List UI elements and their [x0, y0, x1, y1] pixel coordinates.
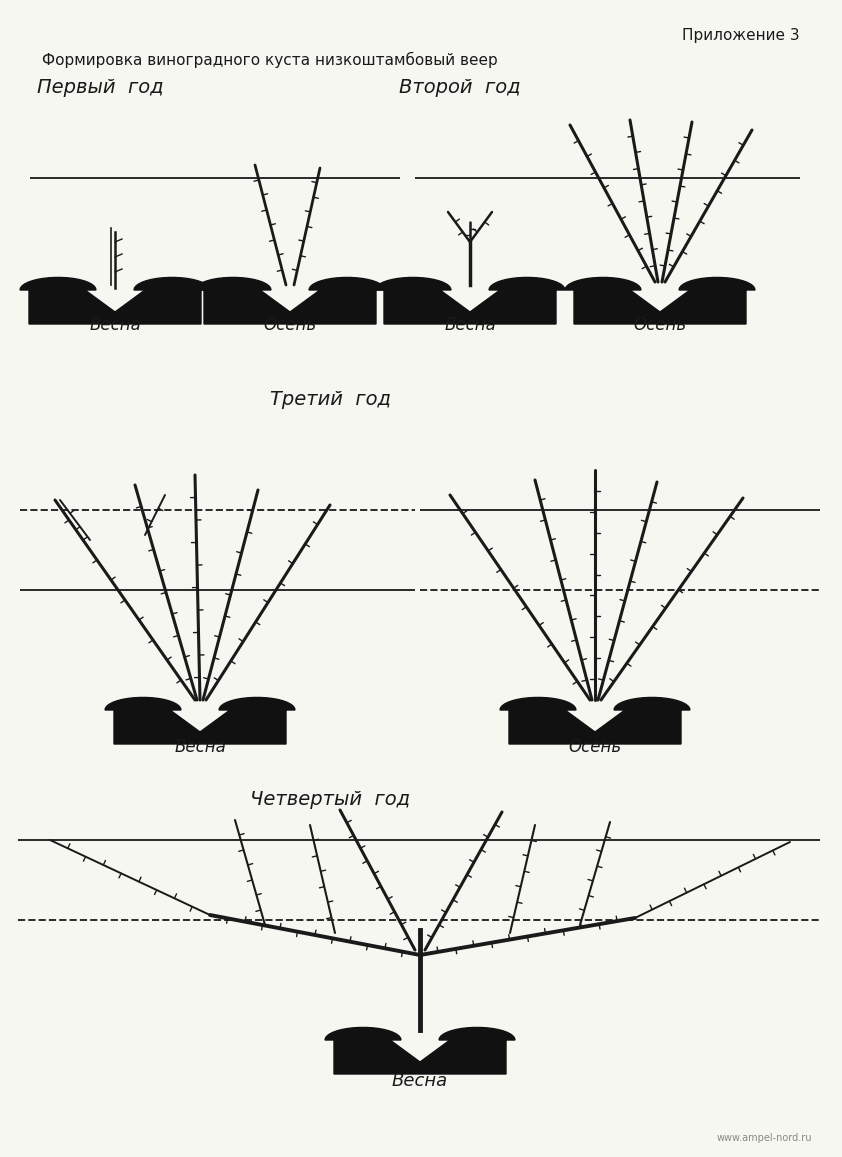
Text: Весна: Весна [392, 1073, 448, 1090]
Polygon shape [325, 1027, 515, 1074]
Polygon shape [500, 698, 690, 744]
Text: Приложение 3: Приложение 3 [682, 28, 800, 43]
Polygon shape [195, 278, 385, 324]
Text: Четвертый  год: Четвертый год [250, 790, 410, 809]
Text: Формировка виноградного куста низкоштамбовый веер: Формировка виноградного куста низкоштамб… [42, 52, 498, 68]
Polygon shape [105, 698, 295, 744]
Polygon shape [20, 278, 210, 324]
Text: Весна: Весна [89, 316, 141, 334]
Text: Осень: Осень [568, 738, 621, 756]
Text: Первый  год: Первый год [37, 78, 163, 97]
Text: Весна: Весна [174, 738, 226, 756]
Text: Второй  год: Второй год [399, 78, 521, 97]
Text: Весна: Весна [444, 316, 496, 334]
Polygon shape [375, 278, 565, 324]
Text: Осень: Осень [633, 316, 686, 334]
Polygon shape [565, 278, 755, 324]
Text: www.ampel-nord.ru: www.ampel-nord.ru [717, 1133, 812, 1143]
Text: Третий  год: Третий год [269, 390, 391, 410]
Text: Осень: Осень [264, 316, 317, 334]
